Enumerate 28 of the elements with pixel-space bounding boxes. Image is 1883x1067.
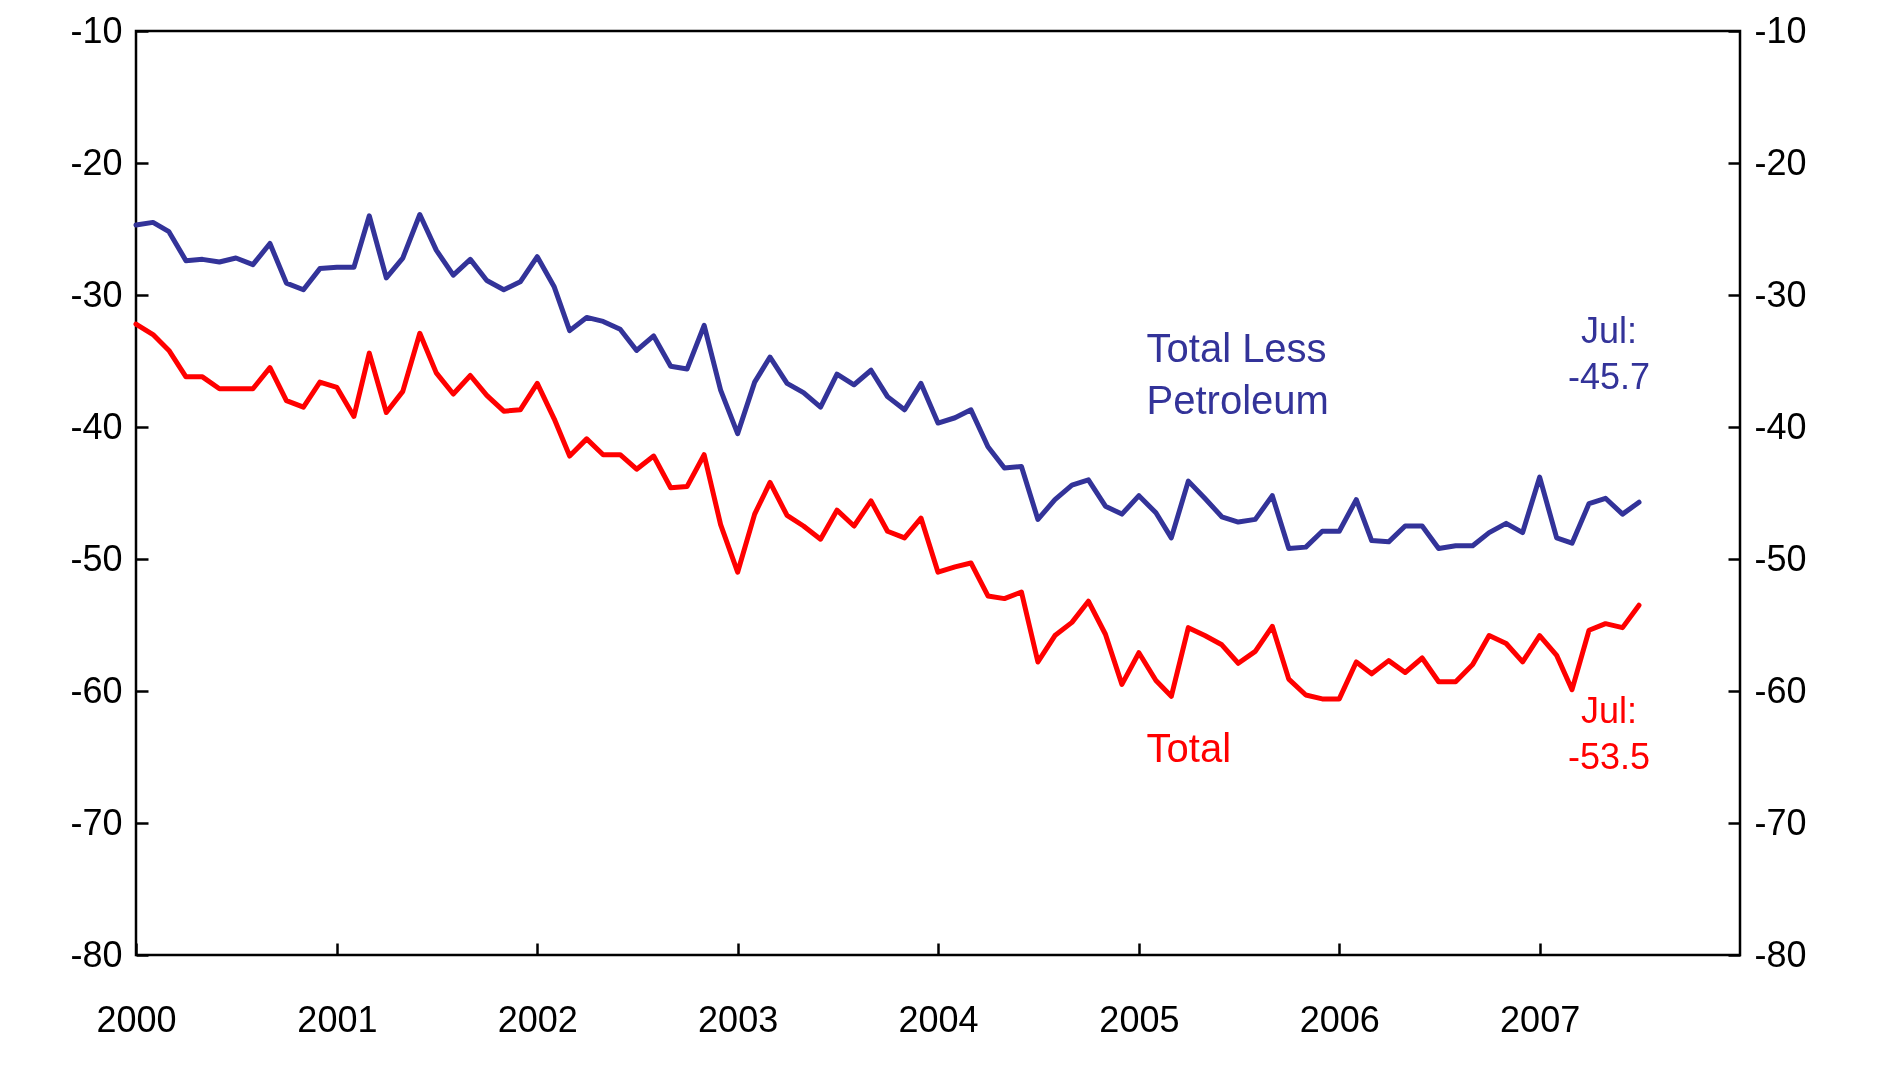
- series-label: Total Less Petroleum: [1146, 325, 1329, 422]
- y-tick-label: -40: [70, 405, 123, 447]
- x-tick-label: 2004: [898, 998, 979, 1040]
- x-tick-label: 2003: [698, 998, 779, 1040]
- y2-tick-label: -70: [1754, 801, 1807, 843]
- y-tick-label: -50: [70, 537, 123, 579]
- y-tick-label: -30: [70, 273, 123, 315]
- y2-tick-label: -60: [1754, 669, 1807, 711]
- y2-tick-label: -20: [1754, 141, 1807, 183]
- x-tick-label: 2007: [1500, 998, 1581, 1040]
- annotation: Jul: -53.5: [1567, 690, 1651, 778]
- series-label: Total: [1146, 725, 1232, 770]
- y-tick-label: -60: [70, 669, 123, 711]
- y2-tick-label: -10: [1754, 9, 1807, 51]
- x-tick-label: 2006: [1299, 998, 1380, 1040]
- y-tick-label: -70: [70, 801, 123, 843]
- y-tick-label: -20: [70, 141, 123, 183]
- y2-tick-label: -50: [1754, 537, 1807, 579]
- y2-tick-label: -80: [1754, 933, 1807, 975]
- y2-tick-label: -40: [1754, 405, 1807, 447]
- y-tick-label: -10: [70, 9, 123, 51]
- y-tick-label: -80: [70, 933, 123, 975]
- y2-tick-label: -30: [1754, 273, 1807, 315]
- x-tick-label: 2000: [96, 998, 177, 1040]
- x-tick-label: 2005: [1099, 998, 1180, 1040]
- annotation: Jul: -45.7: [1567, 310, 1651, 398]
- x-tick-label: 2001: [297, 998, 378, 1040]
- x-tick-label: 2002: [497, 998, 578, 1040]
